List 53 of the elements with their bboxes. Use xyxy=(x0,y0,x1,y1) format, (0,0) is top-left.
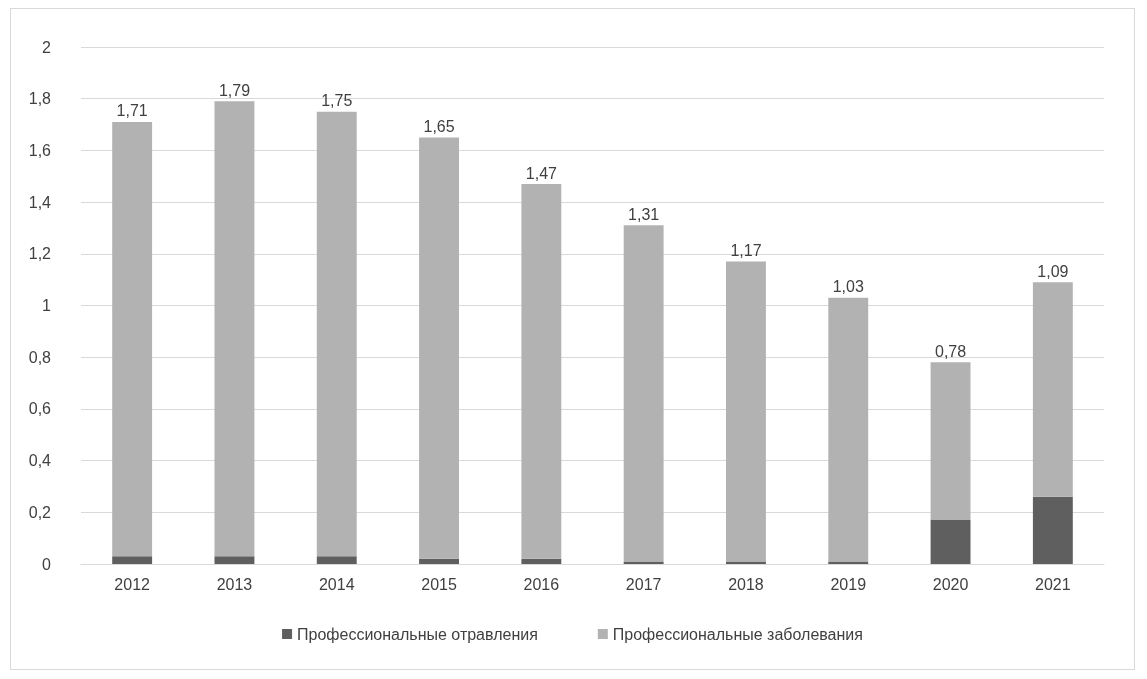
total-label: 1,03 xyxy=(832,278,864,296)
bar xyxy=(623,561,664,564)
y-tick-label: 1,4 xyxy=(28,193,52,211)
y-tick-label: 2 xyxy=(42,38,52,56)
y-tick-label: 0 xyxy=(42,555,52,573)
total-label: 1,65 xyxy=(423,117,455,135)
bar xyxy=(623,225,664,562)
bar xyxy=(419,558,459,564)
x-tick-label: 2012 xyxy=(114,575,151,593)
bar xyxy=(930,520,971,564)
x-tick-label: 2019 xyxy=(830,575,867,593)
bar xyxy=(521,558,562,564)
x-tick-label: 2018 xyxy=(728,575,764,593)
y-tick-label: 1,8 xyxy=(28,90,52,108)
bar xyxy=(419,137,459,559)
x-tick-label: 2021 xyxy=(1035,575,1071,593)
y-tick-label: 0,2 xyxy=(28,503,52,521)
y-tick-label: 1,2 xyxy=(28,245,52,263)
total-label: 1,31 xyxy=(628,205,660,223)
bar xyxy=(214,101,255,557)
bar xyxy=(521,184,562,559)
bar xyxy=(930,362,971,521)
y-tick-label: 0,4 xyxy=(28,452,52,470)
legend-label: Профессиональные отравления xyxy=(297,625,538,643)
bar xyxy=(1032,496,1073,564)
bar xyxy=(316,556,357,564)
bar xyxy=(316,111,357,557)
bar xyxy=(112,121,153,557)
x-tick-label: 2015 xyxy=(421,575,457,593)
total-label: 0,78 xyxy=(934,342,967,360)
x-tick-label: 2014 xyxy=(318,575,355,593)
x-tick-label: 2013 xyxy=(216,575,253,593)
total-label: 1,75 xyxy=(321,92,353,110)
y-tick-label: 0,6 xyxy=(28,400,52,418)
bar xyxy=(828,561,869,564)
y-tick-label: 0,8 xyxy=(28,348,52,366)
y-tick-label: 1 xyxy=(42,297,52,314)
bar xyxy=(828,297,869,562)
bar xyxy=(726,261,766,562)
total-label: 1,47 xyxy=(525,164,558,182)
total-label: 1,71 xyxy=(116,102,148,120)
total-label: 1,17 xyxy=(730,242,762,260)
bar xyxy=(112,556,153,564)
total-label: 1,79 xyxy=(218,81,251,99)
bar xyxy=(214,556,255,564)
x-tick-label: 2020 xyxy=(932,575,969,593)
total-label: 1,09 xyxy=(1037,262,1069,280)
legend-label: Профессиональные заболевания xyxy=(612,625,863,643)
bar xyxy=(1032,282,1073,497)
x-tick-label: 2016 xyxy=(523,575,560,593)
y-tick-label: 1,6 xyxy=(28,141,52,159)
x-tick-label: 2017 xyxy=(625,575,662,593)
bar xyxy=(726,561,766,564)
